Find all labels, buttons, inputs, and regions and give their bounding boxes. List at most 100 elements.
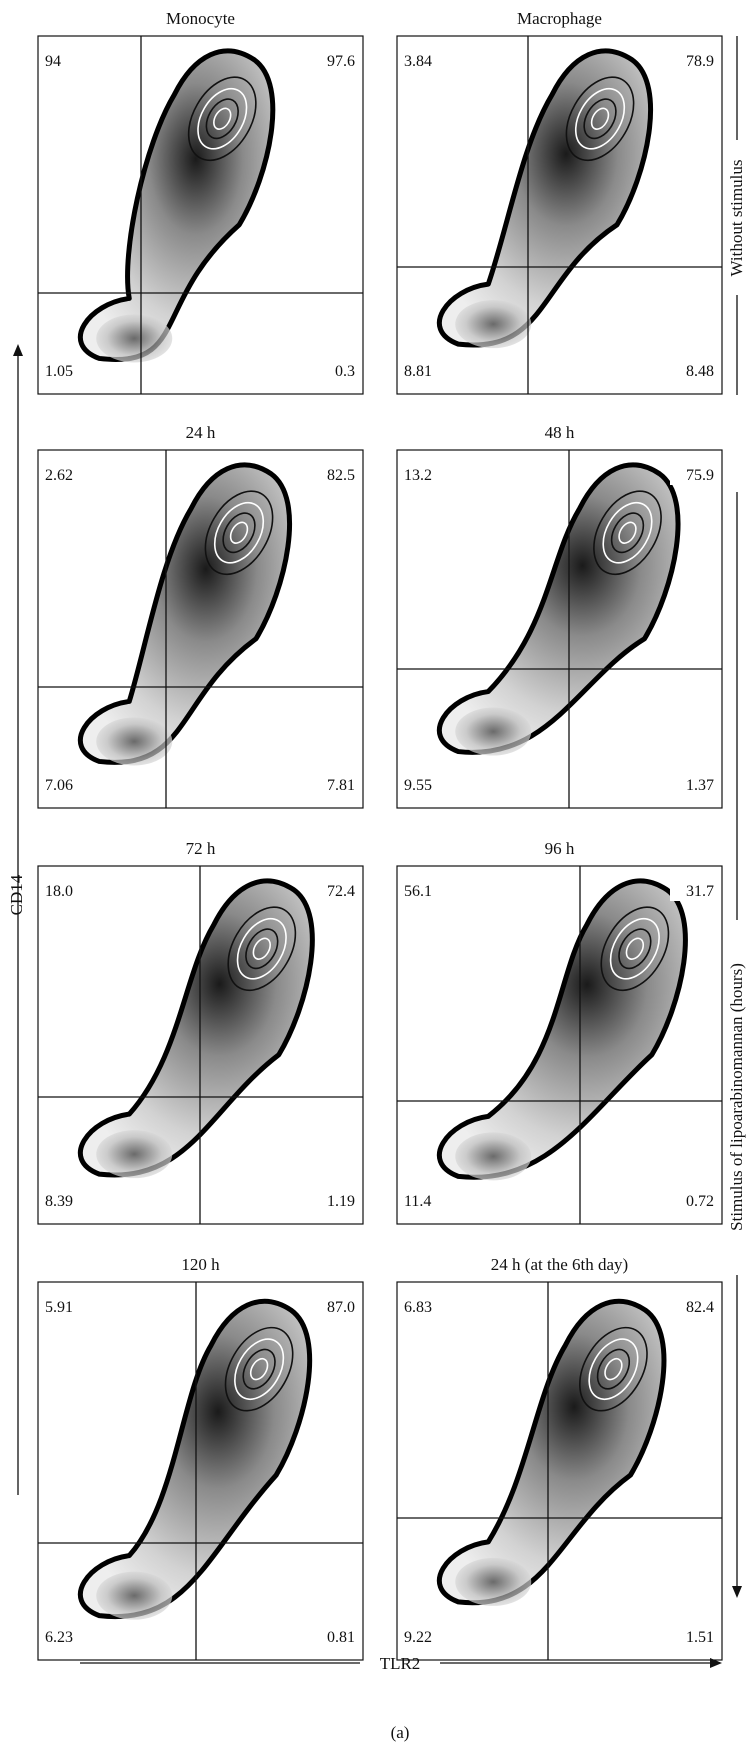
quadrant-upper-left-value: 94: [45, 53, 61, 70]
quadrant-lower-left-value: 11.4: [404, 1193, 431, 1210]
quadrant-lower-left-value-bg: [401, 1191, 448, 1211]
quadrant-upper-left-value-bg: [401, 1297, 448, 1317]
quadrant-lower-left-value: 9.22: [404, 1629, 432, 1646]
quadrant-lower-left-value-bg: [42, 1191, 89, 1211]
quadrant-upper-left-value: 18.0: [45, 883, 73, 900]
contour-ring: [609, 917, 660, 980]
quadrant-upper-left-value: 2.62: [45, 467, 73, 484]
quadrant-lower-left-value: 8.39: [45, 1193, 73, 1210]
quadrant-upper-left-value: 3.84: [404, 53, 432, 70]
contour-ring: [249, 1357, 269, 1381]
contour-ring: [224, 1326, 294, 1412]
quadrant-upper-right-value-bg: [670, 465, 717, 485]
contour-ring: [234, 1338, 285, 1400]
group-label-without-stimulus: Without stimulus: [727, 160, 746, 277]
panel-4: 48 h 13.2 75.9 9.55 1.37: [396, 423, 723, 809]
contour-ring: [245, 928, 279, 970]
low-density-population: [455, 1557, 532, 1606]
contour-ring: [252, 937, 271, 960]
quadrant-lower-right-value: 7.81: [327, 777, 355, 794]
quadrant-upper-left-value-bg: [401, 465, 448, 485]
contour-ring: [600, 906, 670, 992]
quadrant-lower-right-value-bg: [311, 1191, 358, 1211]
quadrant-upper-right-value-bg: [670, 881, 717, 901]
panel-7: 120 h 5.91 87.0 6.23 0.81: [37, 1255, 364, 1661]
quadrant-upper-right-value: 75.9: [686, 467, 714, 484]
contour-population: [436, 1298, 667, 1606]
y-axis-label: CD14: [7, 874, 26, 915]
contour-ring: [588, 1338, 639, 1400]
contour-ring: [596, 1348, 631, 1390]
contour-population: [77, 462, 293, 765]
panel-title: 96 h: [545, 839, 575, 858]
contour-ring: [205, 98, 239, 140]
low-density-population: [96, 1571, 173, 1620]
panel-title: 48 h: [545, 423, 575, 442]
low-density-population: [96, 1130, 173, 1179]
quadrant-lower-right-value: 1.51: [686, 1629, 714, 1646]
contour-ring: [579, 1326, 648, 1412]
quadrant-upper-right-value: 97.6: [327, 53, 355, 70]
quadrant-lower-right-value: 1.37: [686, 777, 714, 794]
panel-title: Macrophage: [517, 9, 602, 28]
y-axis-arrowhead: [13, 344, 23, 356]
quadrant-lower-right-value-bg: [311, 1627, 358, 1647]
quadrant-lower-left-value: 7.06: [45, 777, 73, 794]
contour-population: [436, 878, 688, 1180]
panel-title: 24 h: [186, 423, 216, 442]
quadrant-upper-right-value-bg: [311, 51, 358, 71]
panel-8: 24 h (at the 6th day) 6.83 82.4 9.22 1.51: [396, 1255, 723, 1661]
quadrant-lower-right-value: 0.81: [327, 1629, 355, 1646]
panel-title: 72 h: [186, 839, 216, 858]
panel-title: 24 h (at the 6th day): [491, 1255, 628, 1274]
quadrant-upper-right-value-bg: [670, 1297, 717, 1317]
quadrant-lower-right-value: 0.3: [335, 363, 355, 380]
quadrant-lower-right-value-bg: [311, 361, 358, 381]
contour-ring: [593, 490, 662, 576]
contour-ring: [236, 917, 287, 980]
panel-6: 96 h 56.1 31.7 11.4 0.72: [396, 839, 723, 1225]
quadrant-upper-left-value-bg: [42, 1297, 89, 1317]
contour-ring: [229, 521, 249, 544]
quadrant-upper-right-value: 72.4: [327, 883, 355, 900]
low-density-population: [96, 717, 173, 766]
quadrant-upper-left-value-bg: [401, 51, 448, 71]
quadrant-upper-right-value-bg: [311, 881, 358, 901]
panel-3: 24 h 2.62 82.5 7.06 7.81: [37, 423, 364, 809]
quadrant-upper-left-value-bg: [42, 51, 89, 71]
panel-1: Monocyte 94 97.6 1.05 0.3: [37, 9, 364, 395]
quadrant-upper-left-value: 56.1: [404, 883, 432, 900]
x-axis-label: TLR2: [380, 1654, 421, 1673]
panel-2: Macrophage 3.84 78.9 8.81 8.48: [396, 9, 723, 395]
quadrant-lower-left-value-bg: [401, 775, 448, 795]
quadrant-lower-left-value-bg: [401, 1627, 448, 1647]
contour-ring: [242, 1348, 276, 1390]
quadrant-upper-left-value: 13.2: [404, 467, 432, 484]
quadrant-upper-left-value: 5.91: [45, 1299, 73, 1316]
low-density-population: [96, 314, 173, 363]
contour-ring: [610, 512, 645, 554]
contour-ring: [213, 107, 232, 130]
contour-ring: [574, 87, 626, 150]
figure-label: (a): [391, 1723, 410, 1742]
group-label-lam-stimulus: Stimulus of lipoarabinomannan (hours): [727, 963, 746, 1231]
quadrant-lower-right-value: 8.48: [686, 363, 714, 380]
contour-ring: [565, 76, 635, 162]
contour-ring: [618, 521, 637, 544]
quadrant-lower-left-value-bg: [42, 1627, 89, 1647]
contour-ring: [618, 928, 652, 970]
quadrant-lower-left-value-bg: [42, 775, 89, 795]
quadrant-upper-right-value: 82.4: [686, 1299, 714, 1316]
contour-ring: [590, 107, 610, 130]
quadrant-upper-right-value: 78.9: [686, 53, 714, 70]
quadrant-lower-left-value-bg: [42, 361, 89, 381]
quadrant-upper-right-value-bg: [311, 1297, 358, 1317]
quadrant-lower-right-value-bg: [670, 775, 717, 795]
quadrant-lower-right-value-bg: [311, 775, 358, 795]
contour-ring: [583, 98, 617, 140]
quadrant-lower-left-value: 9.55: [404, 777, 432, 794]
quadrant-upper-right-value-bg: [311, 465, 358, 485]
quadrant-upper-right-value: 82.5: [327, 467, 355, 484]
quadrant-upper-left-value-bg: [42, 465, 89, 485]
